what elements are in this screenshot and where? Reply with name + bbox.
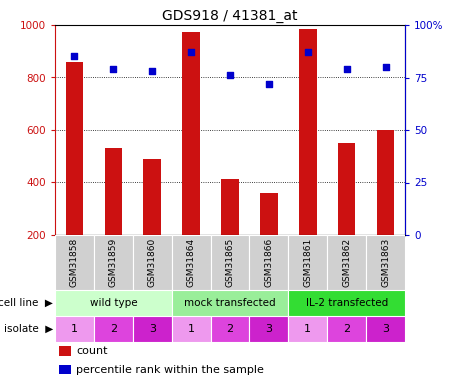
Bar	[171, 235, 211, 290]
Text: GSM31859: GSM31859	[109, 238, 118, 287]
Text: count: count	[76, 346, 108, 356]
Point	[343, 66, 350, 72]
Bar	[104, 148, 122, 235]
Bar	[133, 235, 171, 290]
Bar	[338, 143, 356, 235]
Bar	[377, 130, 394, 235]
Bar	[249, 316, 288, 342]
Point	[71, 54, 78, 60]
Bar	[55, 316, 94, 342]
Bar	[171, 316, 211, 342]
Text: 2: 2	[343, 324, 350, 334]
Text: 3: 3	[148, 324, 156, 334]
Text: GSM31860: GSM31860	[148, 238, 157, 287]
Text: GSM31861: GSM31861	[303, 238, 312, 287]
Bar	[249, 235, 288, 290]
Text: wild type: wild type	[90, 298, 137, 308]
Bar	[288, 235, 327, 290]
Bar	[182, 32, 200, 235]
Text: percentile rank within the sample: percentile rank within the sample	[76, 364, 264, 375]
Text: GSM31866: GSM31866	[265, 238, 274, 287]
Text: cell line  ▶: cell line ▶	[0, 298, 53, 308]
Bar	[211, 316, 249, 342]
Bar	[288, 290, 405, 316]
Bar	[55, 290, 171, 316]
Bar	[327, 316, 366, 342]
Bar	[58, 346, 71, 355]
Text: 1: 1	[71, 324, 78, 334]
Bar	[366, 316, 405, 342]
Text: 3: 3	[382, 324, 389, 334]
Bar	[58, 365, 71, 374]
Text: GSM31858: GSM31858	[70, 238, 79, 287]
Text: 2: 2	[110, 324, 117, 334]
Bar	[171, 290, 288, 316]
Point	[148, 68, 156, 74]
Point	[110, 66, 117, 72]
Bar	[94, 316, 133, 342]
Bar	[133, 316, 171, 342]
Point	[382, 64, 389, 70]
Bar	[288, 316, 327, 342]
Text: isolate  ▶: isolate ▶	[4, 324, 53, 334]
Text: IL-2 transfected: IL-2 transfected	[306, 298, 388, 308]
Point	[226, 72, 234, 78]
Bar	[211, 235, 249, 290]
Bar	[260, 193, 278, 235]
Text: 1: 1	[188, 324, 194, 334]
Text: 2: 2	[226, 324, 234, 334]
Bar	[221, 178, 239, 235]
Text: 1: 1	[304, 324, 311, 334]
Text: mock transfected: mock transfected	[184, 298, 276, 308]
Bar	[66, 62, 83, 235]
Bar	[327, 235, 366, 290]
Text: GSM31862: GSM31862	[342, 238, 351, 287]
Bar	[366, 235, 405, 290]
Point	[304, 49, 311, 55]
Text: 3: 3	[266, 324, 272, 334]
Title: GDS918 / 41381_at: GDS918 / 41381_at	[162, 9, 298, 22]
Bar	[94, 235, 133, 290]
Text: GSM31864: GSM31864	[187, 238, 196, 287]
Point	[266, 81, 273, 87]
Text: GSM31865: GSM31865	[225, 238, 234, 287]
Bar	[299, 29, 316, 235]
Point	[188, 49, 195, 55]
Text: GSM31863: GSM31863	[381, 238, 390, 287]
Bar	[55, 235, 94, 290]
Bar	[144, 159, 161, 235]
